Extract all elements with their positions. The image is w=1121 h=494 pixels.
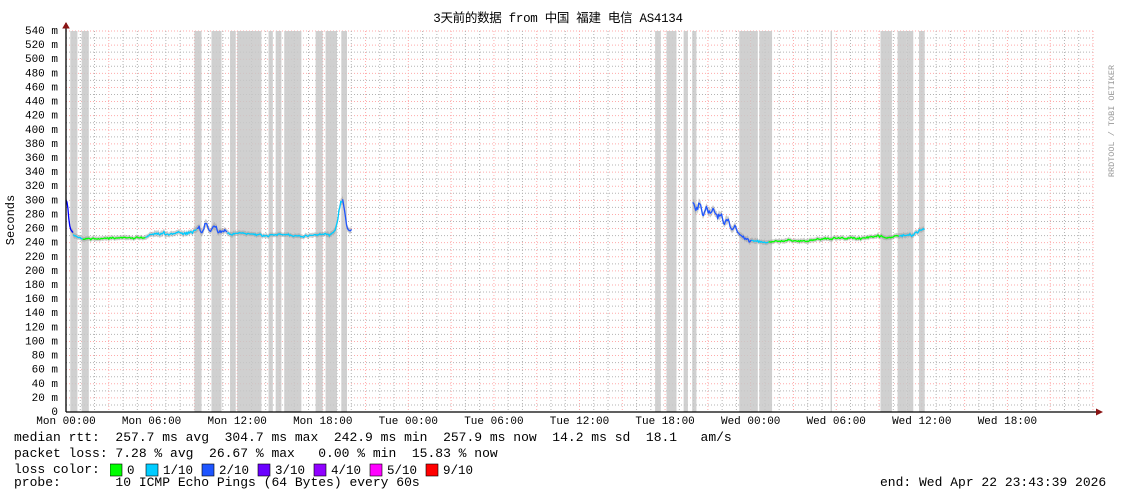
svg-text:Tue 00:00: Tue 00:00 — [379, 416, 438, 428]
svg-text:180 m: 180 m — [25, 280, 58, 292]
svg-text:400 m: 400 m — [25, 125, 58, 137]
svg-text:260 m: 260 m — [25, 224, 58, 236]
svg-text:200 m: 200 m — [25, 266, 58, 278]
svg-text:380 m: 380 m — [25, 139, 58, 151]
svg-text:80 m: 80 m — [32, 351, 59, 363]
svg-text:Wed 00:00: Wed 00:00 — [721, 416, 780, 428]
svg-text:480 m: 480 m — [25, 68, 58, 80]
svg-text:Mon 06:00: Mon 06:00 — [122, 416, 181, 428]
svg-text:520 m: 520 m — [25, 40, 58, 52]
svg-text:60 m: 60 m — [32, 365, 59, 377]
svg-text:Tue 06:00: Tue 06:00 — [464, 416, 523, 428]
svg-text:280 m: 280 m — [25, 209, 58, 221]
svg-text:40 m: 40 m — [32, 379, 59, 391]
svg-text:Tue 18:00: Tue 18:00 — [635, 416, 694, 428]
svg-text:340 m: 340 m — [25, 167, 58, 179]
svg-text:9/10: 9/10 — [443, 464, 473, 478]
svg-text:100 m: 100 m — [25, 336, 58, 348]
svg-text:240 m: 240 m — [25, 238, 58, 250]
svg-text:120 m: 120 m — [25, 322, 58, 334]
svg-text:140 m: 140 m — [25, 308, 58, 320]
svg-text:460 m: 460 m — [25, 82, 58, 94]
svg-text:440 m: 440 m — [25, 97, 58, 109]
svg-text:540 m: 540 m — [25, 26, 58, 38]
svg-text:20 m: 20 m — [32, 393, 59, 405]
svg-text:Mon 00:00: Mon 00:00 — [36, 416, 95, 428]
svg-text:Mon 18:00: Mon 18:00 — [293, 416, 352, 428]
svg-text:RRDTOOL / TOBI OETIKER: RRDTOOL / TOBI OETIKER — [1107, 65, 1117, 177]
svg-text:160 m: 160 m — [25, 294, 58, 306]
svg-text:500 m: 500 m — [25, 54, 58, 66]
svg-text:3天前的数据 from 中国 福建 电信 AS4134: 3天前的数据 from 中国 福建 电信 AS4134 — [433, 10, 682, 26]
svg-text:Seconds: Seconds — [4, 195, 18, 245]
svg-text:Wed 18:00: Wed 18:00 — [978, 416, 1037, 428]
svg-text:420 m: 420 m — [25, 111, 58, 123]
svg-text:320 m: 320 m — [25, 181, 58, 193]
svg-text:Wed 06:00: Wed 06:00 — [806, 416, 865, 428]
svg-text:300 m: 300 m — [25, 195, 58, 207]
svg-text:220 m: 220 m — [25, 252, 58, 264]
svg-text:360 m: 360 m — [25, 153, 58, 165]
svg-text:Wed 12:00: Wed 12:00 — [892, 416, 951, 428]
svg-text:Tue 12:00: Tue 12:00 — [550, 416, 609, 428]
svg-text:Mon 12:00: Mon 12:00 — [207, 416, 266, 428]
